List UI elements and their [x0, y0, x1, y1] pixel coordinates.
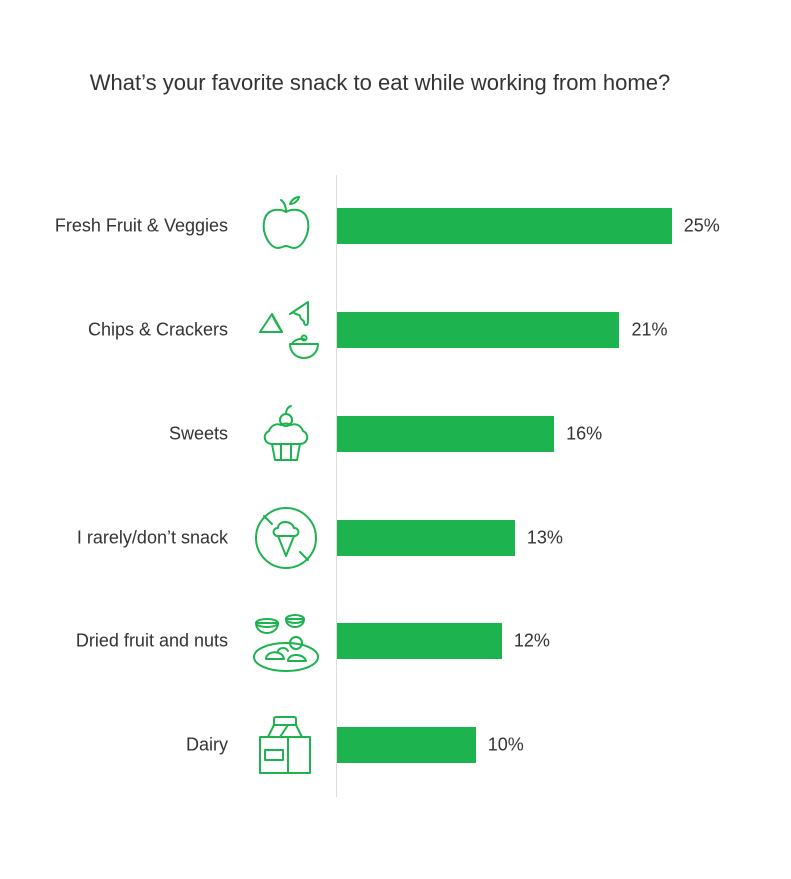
category-label: I rarely/don’t snack: [76, 527, 228, 548]
data-label: 12%: [513, 630, 550, 651]
bar: [337, 623, 502, 659]
category-label: Chips & Crackers: [87, 319, 228, 340]
chart-title: What’s your favorite snack to eat while …: [89, 70, 671, 95]
apple-icon: [248, 188, 324, 264]
cupcake-icon: [248, 396, 324, 472]
category-label: Dairy: [185, 734, 228, 755]
chips-icon: [248, 292, 324, 368]
data-label: 13%: [526, 527, 563, 548]
bar: [337, 312, 620, 348]
data-label: 10%: [487, 734, 524, 755]
bar: [337, 416, 555, 452]
bar: [337, 727, 476, 763]
data-label: 21%: [631, 319, 668, 340]
no-ice-cream-icon: [248, 500, 324, 576]
nuts-icon: [248, 603, 324, 679]
milk-carton-icon: [248, 707, 324, 783]
y-axis-line: [336, 175, 337, 797]
data-label: 25%: [683, 215, 720, 236]
category-label: Fresh Fruit & Veggies: [54, 215, 228, 236]
category-label: Sweets: [168, 423, 228, 444]
category-label: Dried fruit and nuts: [75, 630, 228, 651]
data-label: 16%: [566, 423, 603, 444]
bar: [337, 520, 515, 556]
bar: [337, 208, 672, 244]
